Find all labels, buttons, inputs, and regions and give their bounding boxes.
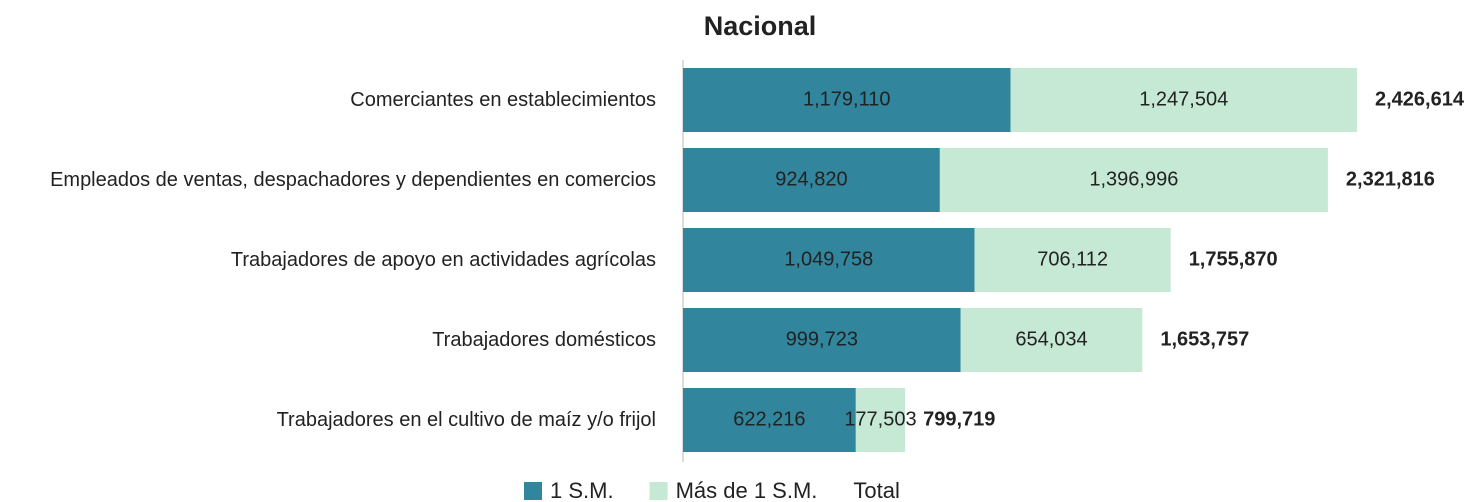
chart-title: Nacional: [704, 11, 817, 41]
data-label: 622,216: [733, 408, 805, 430]
legend-label: Más de 1 S.M.: [676, 478, 818, 502]
bar-segment: [1010, 68, 1357, 132]
category-text: Comerciantes en establecimientos: [350, 89, 656, 111]
legend-swatch: [524, 482, 542, 500]
total-label: 2,426,614: [1375, 88, 1465, 110]
total-label: 799,719: [923, 408, 995, 430]
data-label: 1,179,110: [803, 88, 891, 110]
bar-segment: [939, 148, 1328, 212]
category-label: Trabajadores de apoyo en actividades agr…: [0, 225, 656, 295]
data-label: 177,503: [844, 408, 916, 430]
legend-label: Total: [853, 478, 899, 502]
category-label: Empleados de ventas, despachadores y dep…: [0, 145, 656, 215]
category-text: Trabajadores de apoyo en actividades agr…: [230, 249, 656, 271]
data-label: 924,820: [775, 168, 847, 190]
data-label: 1,396,996: [1089, 168, 1178, 190]
data-label: 999,723: [786, 328, 858, 350]
bar-segment: [855, 388, 906, 452]
bar-segment: [974, 228, 1171, 292]
category-label: Trabajadores domésticos: [0, 305, 656, 375]
category-label: Comerciantes en establecimientos: [0, 65, 656, 135]
data-label: 1,247,504: [1139, 88, 1228, 110]
legend-swatch: [649, 482, 668, 500]
bar-segment: [683, 308, 961, 372]
category-text: Empleados de ventas, despachadores y dep…: [50, 169, 656, 191]
data-label: 706,112: [1037, 248, 1108, 270]
bar-segment: [683, 228, 975, 292]
category-label: Trabajadores en el cultivo de maíz y/o f…: [0, 385, 656, 455]
legend-label: 1 S.M.: [550, 478, 614, 502]
category-text: Trabajadores en el cultivo de maíz y/o f…: [276, 409, 656, 431]
data-label: 1,049,758: [784, 248, 873, 270]
total-label: 1,653,757: [1160, 328, 1249, 350]
bar-segment: [683, 388, 856, 452]
bar-segment: [683, 68, 1011, 132]
total-label: 1,755,870: [1189, 248, 1278, 270]
bar-segment: [960, 308, 1143, 372]
data-label: 654,034: [1015, 328, 1087, 350]
total-label: 2,321,816: [1346, 168, 1435, 190]
bar-segment: [683, 148, 940, 212]
category-text: Trabajadores domésticos: [432, 329, 656, 351]
